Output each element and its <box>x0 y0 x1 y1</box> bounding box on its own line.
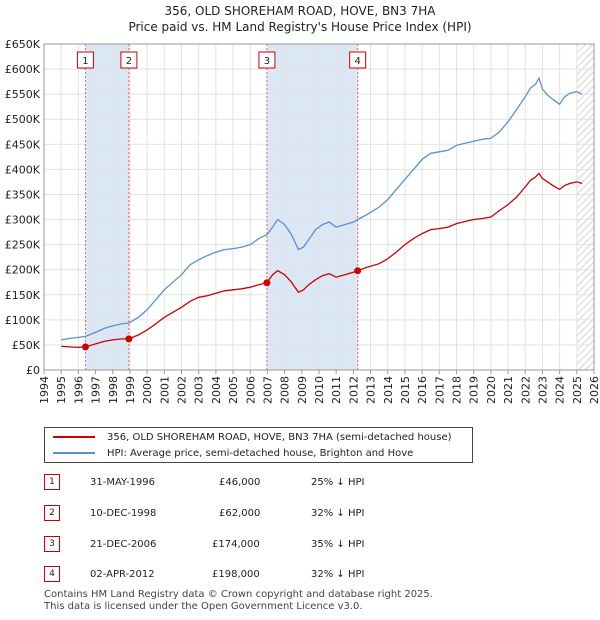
sale-point <box>263 279 271 287</box>
price-chart: £0 £50K £100K £150K £200K £250K £300K £350K £400… <box>5 38 600 404</box>
x-tick-label: 1994 <box>38 376 51 404</box>
sale-number-label: 4 <box>354 56 360 67</box>
x-tick-label: 2004 <box>210 376 223 404</box>
x-tick-label: 2017 <box>433 376 446 404</box>
projection-hatch <box>576 44 594 370</box>
sale-hpi-diff: 35% ↓ HPI <box>311 539 365 550</box>
sale-number-label: 1 <box>82 56 88 67</box>
sale-point <box>354 267 362 275</box>
sale-price: £174,000 <box>212 539 260 550</box>
y-tick-label: £450K <box>5 138 41 151</box>
sale-price: £62,000 <box>219 508 261 519</box>
x-tick-label: 1998 <box>107 376 120 404</box>
legend: 356, OLD SHOREHAM ROAD, HOVE, BN3 7HA (s… <box>44 427 473 463</box>
legend-swatch-hpi <box>53 452 95 454</box>
footer-licence: This data is licensed under the Open Gov… <box>44 601 363 612</box>
x-tick-label: 1996 <box>72 376 85 404</box>
x-tick-label: 2003 <box>193 376 206 404</box>
x-tick-label: 1997 <box>90 376 103 404</box>
x-tick-label: 2002 <box>176 376 189 404</box>
x-tick-label: 2023 <box>536 376 549 404</box>
sale-date: 31-MAY-1996 <box>90 477 156 488</box>
sale-hpi-diff: 25% ↓ HPI <box>311 477 365 488</box>
sale-number-label: 3 <box>264 56 270 67</box>
y-tick-label: £550K <box>5 88 41 101</box>
x-tick-label: 2007 <box>261 376 274 404</box>
sale-date: 10-DEC-1998 <box>90 508 157 519</box>
x-tick-label: 2005 <box>227 376 240 404</box>
x-tick-label: 2001 <box>158 376 171 404</box>
x-tick-label: 2006 <box>244 376 257 404</box>
sale-price: £46,000 <box>219 477 261 488</box>
x-tick-label: 2024 <box>554 376 567 404</box>
hpi-line <box>61 76 583 341</box>
y-tick-label: £200K <box>5 264 41 277</box>
legend-item-property: 356, OLD SHOREHAM ROAD, HOVE, BN3 7HA (s… <box>53 430 452 444</box>
x-tick-label: 2016 <box>416 376 429 404</box>
sale-number-label: 2 <box>126 56 132 67</box>
x-tick-label: 2015 <box>399 376 412 404</box>
x-tick-label: 2021 <box>502 376 515 404</box>
sale-date: 21-DEC-2006 <box>90 539 157 550</box>
x-tick-label: 2022 <box>519 376 532 404</box>
sale-number-box <box>120 51 138 69</box>
footer-copyright: Contains HM Land Registry data © Crown c… <box>44 589 433 600</box>
chart-subtitle: Price paid vs. HM Land Registry's House … <box>128 20 472 34</box>
sale-number-box <box>258 51 276 69</box>
x-tick-label: 2026 <box>588 376 600 404</box>
ownership-shade <box>85 44 129 370</box>
x-tick-label: 2013 <box>365 376 378 404</box>
y-tick-label: £300K <box>5 214 41 227</box>
x-tick-label: 2010 <box>313 376 326 404</box>
x-tick-label: 2018 <box>451 376 464 404</box>
sale-price: £198,000 <box>212 569 260 580</box>
legend-swatch-property <box>53 436 95 438</box>
x-tick-label: 1999 <box>124 376 137 404</box>
sale-hpi-diff: 32% ↓ HPI <box>311 508 365 519</box>
ownership-shade <box>266 44 358 370</box>
x-tick-label: 2009 <box>296 376 309 404</box>
sale-number-box <box>76 51 94 69</box>
legend-label-property: 356, OLD SHOREHAM ROAD, HOVE, BN3 7HA (s… <box>107 431 452 443</box>
x-tick-label: 2008 <box>279 376 292 404</box>
sale-row: 2 10-DEC-1998 £62,000 32% ↓ HPI <box>44 505 584 523</box>
x-tick-label: 1995 <box>55 376 68 404</box>
y-tick-label: £0 <box>26 364 40 377</box>
legend-item-hpi: HPI: Average price, semi-detached house,… <box>53 446 413 460</box>
x-tick-label: 2020 <box>485 376 498 404</box>
sale-number-badge: 4 <box>44 566 60 582</box>
x-tick-label: 2012 <box>347 376 360 404</box>
sale-point <box>125 335 133 343</box>
sale-row: 3 21-DEC-2006 £174,000 35% ↓ HPI <box>44 536 584 554</box>
sale-point <box>81 343 89 351</box>
y-tick-label: £400K <box>5 163 41 176</box>
footer: Contains HM Land Registry data © Crown c… <box>44 589 433 613</box>
y-tick-label: £600K <box>5 63 41 76</box>
sale-hpi-diff: 32% ↓ HPI <box>311 569 365 580</box>
y-tick-label: £150K <box>5 289 41 302</box>
x-tick-label: 2014 <box>382 376 395 404</box>
y-tick-label: £100K <box>5 314 41 327</box>
chart-title: 356, OLD SHOREHAM ROAD, HOVE, BN3 7HA <box>164 4 436 18</box>
sale-number-badge: 3 <box>44 536 60 552</box>
sale-number-box <box>349 51 367 69</box>
y-tick-label: £350K <box>5 188 41 201</box>
property-line <box>61 172 583 349</box>
y-tick-label: £250K <box>5 239 41 252</box>
y-tick-label: £500K <box>5 113 41 126</box>
y-tick-label: £50K <box>12 339 41 352</box>
y-tick-label: £650K <box>5 38 41 51</box>
sale-date: 02-APR-2012 <box>90 569 155 580</box>
x-tick-label: 2019 <box>468 376 481 404</box>
x-tick-label: 2000 <box>141 376 154 404</box>
legend-label-hpi: HPI: Average price, semi-detached house,… <box>107 447 414 459</box>
sale-number-badge: 2 <box>44 505 60 521</box>
sale-number-badge: 1 <box>44 474 60 490</box>
x-tick-label: 2025 <box>571 376 584 404</box>
sale-row: 4 02-APR-2012 £198,000 32% ↓ HPI <box>44 566 584 584</box>
sale-row: 1 31-MAY-1996 £46,000 25% ↓ HPI <box>44 474 584 492</box>
x-tick-label: 2011 <box>330 376 343 404</box>
